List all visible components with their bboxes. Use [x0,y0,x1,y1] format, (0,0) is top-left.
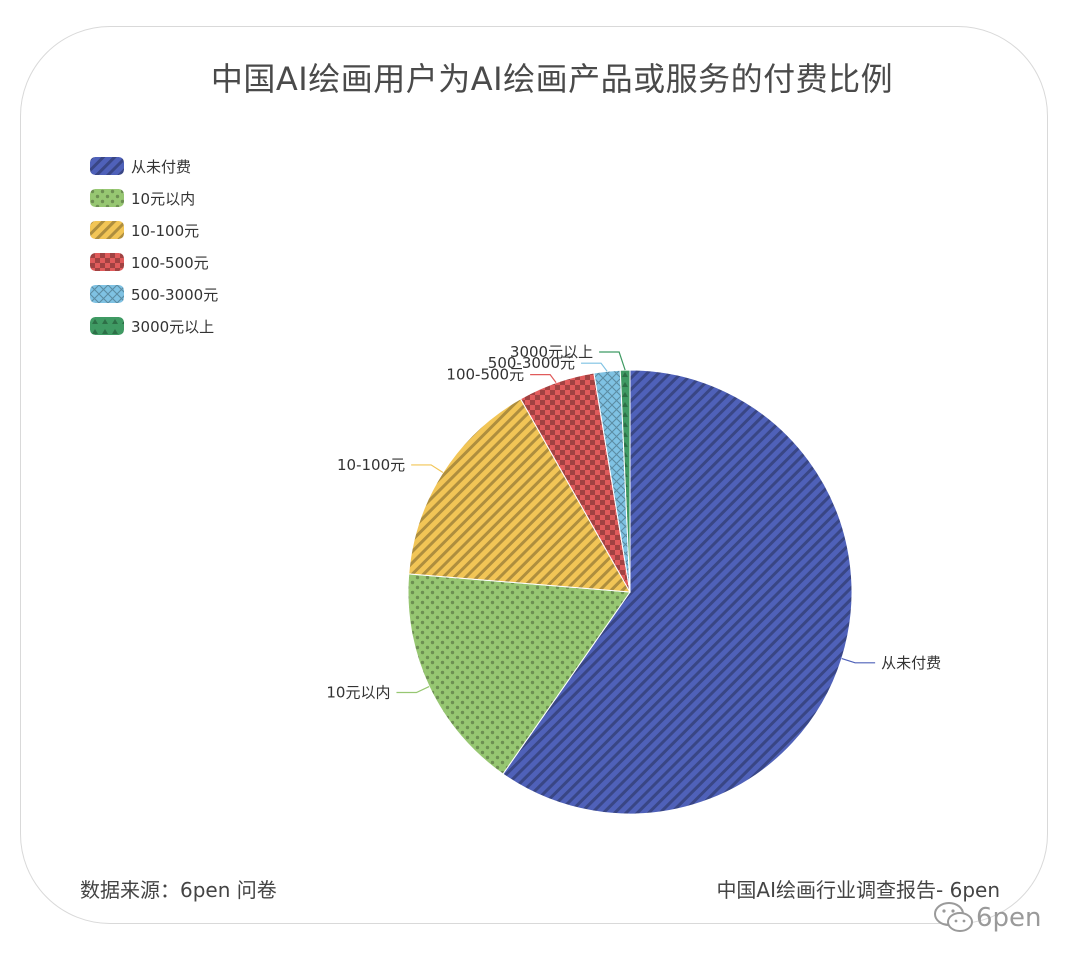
watermark-text: 6pen [976,903,1042,933]
slice-label: 100-500元 [446,366,524,384]
chart-title: 中国AI绘画用户为AI绘画产品或服务的付费比例 [210,60,894,98]
pie-slice[interactable] [619,369,631,593]
slice-leader-line [841,658,876,664]
legend-label: 500-3000元 [131,285,219,304]
legend-item[interactable]: 10-100元 [90,214,218,246]
pie-slice[interactable] [407,573,631,775]
slice-leader-line [530,374,557,384]
legend-item[interactable]: 从未付费 [90,150,218,182]
slice-leader-line [396,685,430,694]
legend-item[interactable]: 10元以内 [90,182,218,214]
report-credit: 中国AI绘画行业调查报告- 6pen [716,878,1000,902]
slice-label: 10元以内 [326,683,390,701]
legend-item[interactable]: 3000元以上 [90,310,218,342]
legend-label: 10-100元 [131,221,200,240]
wechat-icon [934,902,973,932]
slice-label: 3000元以上 [510,343,593,361]
slice-leader-line [599,351,626,371]
slice-label: 从未付费 [881,654,941,672]
chart-legend: 从未付费 10元以内 10-100元 100-500元 500-3000元 30… [90,150,218,342]
legend-item[interactable]: 100-500元 [90,246,218,278]
legend-label: 10元以内 [131,189,196,208]
slice-leader-line [411,464,444,473]
slice-label: 500-3000元 [488,354,575,372]
legend-swatch-icon [90,189,124,207]
legend-swatch-icon [90,157,124,175]
watermark: 6pen [932,900,1042,936]
legend-swatch-icon [90,317,124,335]
slice-label: 10-100元 [337,456,405,474]
legend-label: 从未付费 [131,157,192,176]
data-source-note: 数据来源：6pen 问卷 [80,878,277,902]
legend-label: 100-500元 [131,253,209,272]
legend-swatch-icon [90,285,124,303]
slice-leader-line [581,362,608,372]
legend-label: 3000元以上 [131,317,215,336]
legend-swatch-icon [90,221,124,239]
legend-item[interactable]: 500-3000元 [90,278,218,310]
legend-swatch-icon [90,253,124,271]
